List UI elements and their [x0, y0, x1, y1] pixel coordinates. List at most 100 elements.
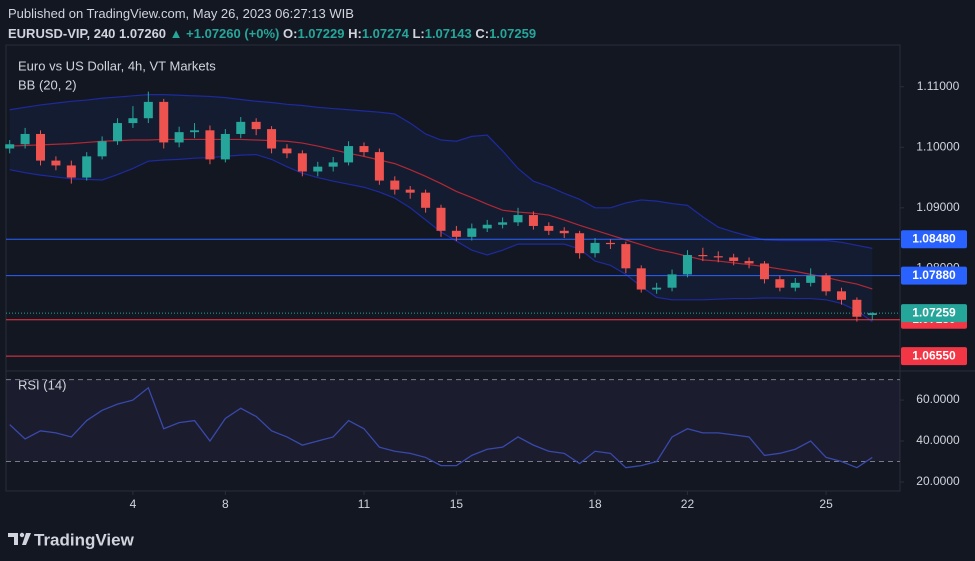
- candle-body: [482, 224, 492, 229]
- candle-body: [621, 244, 631, 269]
- candle-body: [313, 166, 323, 172]
- candle-body: [82, 156, 92, 178]
- x-tick-label: 4: [130, 497, 137, 511]
- candle-body: [251, 121, 261, 130]
- candle-body: [66, 165, 76, 178]
- level-label: 1.08480: [912, 231, 956, 245]
- candle-body: [236, 121, 246, 134]
- candle-body: [405, 189, 415, 193]
- candle-body: [159, 101, 169, 143]
- candle-body: [344, 146, 354, 163]
- brand: TradingView: [34, 530, 135, 549]
- candle-body: [20, 133, 30, 145]
- chart-frame: [5, 44, 901, 492]
- quote-line: EURUSD-VIP, 240 1.07260 ▲ +1.07260 (+0%)…: [8, 24, 536, 44]
- o-label: O:: [283, 26, 298, 41]
- x-tick-label: 8: [222, 497, 229, 511]
- candle-body: [282, 148, 292, 154]
- symbol: EURUSD-VIP, 240: [8, 26, 116, 41]
- logo-icon: [8, 532, 31, 545]
- candle-body: [713, 256, 723, 258]
- x-tick-label: 15: [450, 497, 464, 511]
- rsi-band-fill: [6, 379, 900, 462]
- c-label: C:: [475, 26, 490, 41]
- h-label: H:: [348, 26, 362, 41]
- published: Published on TradingView.com, May 26, 20…: [8, 6, 354, 21]
- level-label: 1.07880: [912, 268, 956, 282]
- y-tick-label: 40.0000: [916, 433, 960, 447]
- candle-body: [806, 275, 816, 283]
- candle-body: [513, 215, 523, 223]
- candle-body: [205, 130, 215, 160]
- y-tick-label: 20.0000: [916, 474, 960, 488]
- y-tick-label: 1.11000: [917, 79, 960, 93]
- y-tick-label: 60.0000: [916, 392, 960, 406]
- candle-body: [544, 225, 554, 231]
- current-label-box: [901, 304, 967, 323]
- c-value: 1.07259: [489, 26, 537, 41]
- candle-body: [436, 207, 446, 231]
- header: Published on TradingView.com, May 26, 20…: [8, 4, 536, 44]
- candle-body: [267, 129, 277, 149]
- candle-body: [97, 141, 107, 157]
- change: ▲ +1.07260 (+0%): [169, 26, 280, 41]
- chart-title: Euro vs US Dollar, 4h, VT Markets: [18, 58, 216, 73]
- candle-body: [729, 257, 739, 262]
- y-tick-label: 1.10000: [916, 139, 960, 153]
- candle-body: [128, 118, 138, 124]
- candle-body: [5, 144, 15, 149]
- candle-body: [421, 192, 431, 208]
- candle-body: [790, 282, 800, 288]
- level-label-box: [901, 266, 967, 285]
- candle-body: [528, 215, 538, 226]
- candle-body: [559, 230, 569, 234]
- y-tick-label: 1.09000: [916, 200, 960, 214]
- candle-body: [297, 153, 307, 172]
- candle-body: [759, 263, 769, 280]
- current-label: 1.07259: [912, 305, 956, 319]
- candle-body: [575, 233, 585, 254]
- indicator-name: RSI (14): [18, 377, 66, 392]
- candle-body: [451, 230, 461, 237]
- candle-body: [36, 133, 46, 161]
- bb-upper: [9, 94, 873, 249]
- candle-body: [113, 123, 123, 142]
- bb-basis: [9, 138, 873, 290]
- candle-body: [744, 261, 754, 264]
- candle-body: [467, 228, 477, 237]
- x-tick-label: 18: [588, 497, 602, 511]
- candle-body: [374, 152, 384, 181]
- candle-body: [775, 279, 785, 288]
- candle-body: [636, 268, 646, 290]
- candle-body: [867, 313, 877, 315]
- indicator-name: BB (20, 2): [18, 77, 77, 92]
- h-value: 1.07274: [361, 26, 409, 41]
- candle-body: [143, 101, 153, 119]
- candle-body: [51, 160, 61, 166]
- level-label-box: [901, 230, 967, 249]
- candle-body: [821, 275, 831, 292]
- level-label-box: [901, 347, 967, 366]
- level-label: 1.06550: [912, 348, 956, 362]
- candle-body: [390, 180, 400, 190]
- candle-body: [174, 132, 184, 143]
- l-value: 1.07143: [424, 26, 472, 41]
- candle-body: [328, 162, 338, 167]
- candle-body: [220, 133, 230, 160]
- candle-body: [682, 255, 692, 275]
- candle-body: [836, 291, 846, 300]
- last: 1.07260: [119, 26, 167, 41]
- x-tick-label: 22: [681, 497, 695, 511]
- candle-body: [498, 222, 508, 225]
- candle-body: [590, 242, 600, 254]
- candle-body: [852, 299, 862, 317]
- o-value: 1.07229: [297, 26, 345, 41]
- x-tick-label: 11: [358, 497, 371, 511]
- rsi-line: [9, 386, 873, 469]
- x-tick-label: 25: [819, 497, 833, 511]
- l-label: L:: [412, 26, 425, 41]
- candle-body: [698, 255, 708, 257]
- candle-body: [667, 274, 677, 288]
